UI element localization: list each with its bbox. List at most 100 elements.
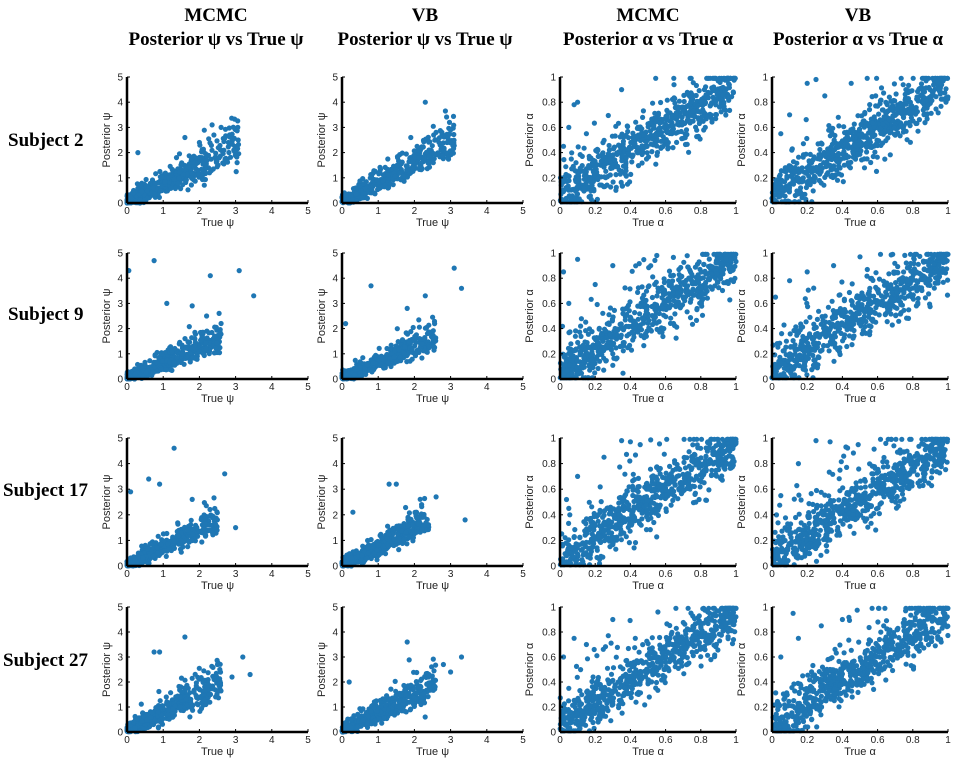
scatter-point: [168, 164, 173, 169]
scatter-point: [635, 329, 640, 334]
y-tick-label: 1: [550, 249, 556, 260]
scatter-point: [654, 143, 659, 148]
scatter-point: [887, 95, 892, 100]
y-tick-label: 0.6: [542, 299, 556, 310]
scatter-point: [822, 93, 827, 98]
scatter-points: [558, 76, 738, 205]
scatter-point: [567, 329, 572, 334]
scatter-point: [377, 346, 382, 351]
x-tick-label: 4: [269, 206, 275, 217]
scatter-point: [674, 336, 679, 341]
scatter-point: [575, 340, 580, 345]
x-tick-label: 3: [448, 206, 454, 217]
row-label-subject-27: Subject 27: [3, 650, 88, 672]
scatter-point: [646, 318, 651, 323]
scatter-point: [451, 114, 456, 119]
scatter-point: [564, 368, 569, 373]
y-tick-label: 0.2: [542, 173, 556, 184]
scatter-point: [600, 311, 605, 316]
scatter-point: [214, 138, 219, 143]
y-tick-label: 0.4: [754, 324, 768, 335]
column-header-vb-alpha: VB Posterior α vs True α: [762, 4, 954, 52]
scatter-point: [671, 76, 676, 81]
scatter-point: [697, 259, 702, 264]
scatter-point: [863, 308, 868, 313]
scatter-point: [359, 195, 364, 200]
scatter-point: [688, 315, 693, 320]
scatter-point: [811, 341, 816, 346]
scatter-point: [787, 278, 792, 283]
scatter-point: [173, 186, 178, 191]
scatter-point: [841, 124, 846, 129]
scatter-point: [901, 269, 906, 274]
scatter-point: [921, 259, 926, 264]
scatter-point: [936, 110, 941, 115]
scatter-point: [696, 117, 701, 122]
scatter-point: [843, 140, 848, 145]
scatter-point: [653, 76, 658, 81]
x-tick-label: 0.6: [871, 206, 885, 217]
scatter-point: [203, 340, 208, 345]
scatter-point: [228, 155, 233, 160]
scatter-point: [592, 370, 597, 375]
scatter-point: [626, 135, 631, 140]
scatter-point: [781, 322, 786, 327]
y-tick-label: 4: [332, 274, 338, 285]
scatter-point: [145, 189, 150, 194]
scatter-point: [827, 348, 832, 353]
scatter-point: [882, 157, 887, 162]
y-tick-label: 5: [117, 73, 123, 84]
scatter-point: [185, 544, 190, 549]
scatter-point: [895, 270, 900, 275]
scatter-point: [880, 122, 885, 127]
scatter-point: [721, 280, 726, 285]
scatter-point: [422, 335, 427, 340]
x-tick-label: 0.2: [588, 382, 602, 393]
scatter-point: [917, 254, 922, 259]
y-axis-label: Posterior α: [736, 289, 748, 343]
scatter-point: [811, 346, 816, 351]
x-axis-label: True α: [632, 217, 664, 229]
x-tick-label: 5: [520, 382, 526, 393]
scatter-point: [804, 171, 809, 176]
x-tick-label: 0: [124, 206, 130, 217]
scatter-point: [671, 273, 676, 278]
scatter-point: [655, 327, 660, 332]
scatter-point: [597, 182, 602, 187]
scatter-point: [842, 324, 847, 329]
scatter-point: [633, 321, 638, 326]
column-header-method: VB: [762, 4, 954, 28]
x-tick-label: 0: [557, 382, 563, 393]
scatter-point: [895, 107, 900, 112]
scatter-point: [218, 332, 223, 337]
x-tick-label: 0: [769, 206, 775, 217]
scatter-point: [164, 554, 169, 559]
scatter-point: [688, 76, 693, 81]
scatter-point: [171, 360, 176, 365]
y-tick-label: 5: [117, 249, 123, 260]
scatter-point: [945, 252, 950, 257]
x-tick-label: 5: [305, 206, 311, 217]
scatter-point: [724, 76, 729, 81]
x-tick-label: 0: [339, 382, 345, 393]
scatter-point: [905, 279, 910, 284]
scatter-point: [640, 115, 645, 120]
scatter-point: [883, 290, 888, 295]
scatter-point: [929, 98, 934, 103]
scatter-point: [583, 320, 588, 325]
y-tick-label: 5: [332, 73, 338, 84]
scatter-point: [718, 86, 723, 91]
scatter-point: [870, 94, 875, 99]
scatter-point: [904, 102, 909, 107]
scatter-point: [796, 155, 801, 160]
scatter-point: [147, 358, 152, 363]
scatter-point: [584, 131, 589, 136]
scatter-point: [849, 342, 854, 347]
scatter-point: [151, 186, 156, 191]
scatter-point: [689, 289, 694, 294]
scatter-point: [648, 327, 653, 332]
scatter-points: [124, 446, 238, 569]
scatter-point: [892, 126, 897, 131]
